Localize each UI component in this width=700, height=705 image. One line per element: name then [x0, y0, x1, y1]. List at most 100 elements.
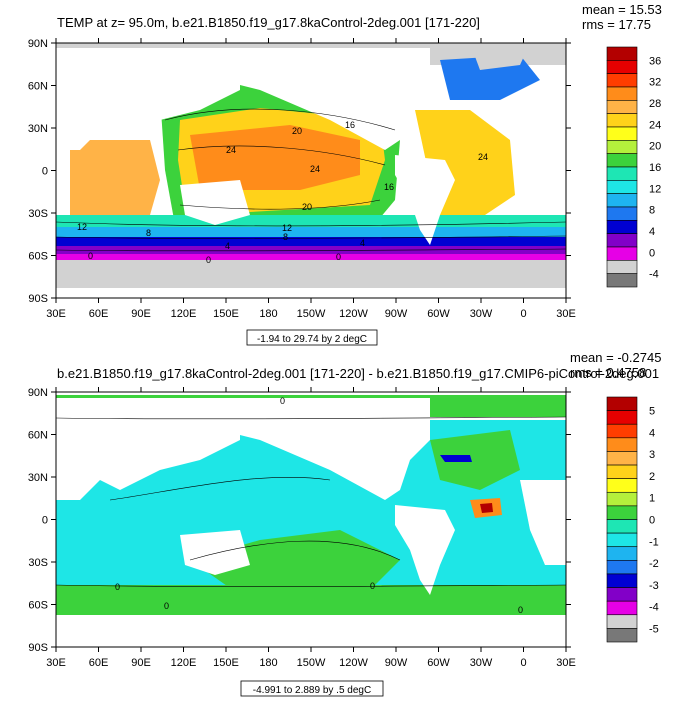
contour-label: 24 — [478, 152, 488, 162]
lat-label: 90N — [28, 38, 48, 50]
colorbar-swatch — [606, 519, 638, 534]
colorbar-swatch — [606, 628, 638, 643]
africa-south-land — [520, 480, 566, 565]
lat-label: 90N — [28, 387, 48, 399]
range-box-top: -1.94 to 29.74 by 2 degC — [246, 329, 378, 346]
colorbar-swatch — [606, 532, 638, 548]
colorbar-swatch — [606, 587, 638, 602]
colorbar-swatch — [606, 260, 638, 274]
lat-label: 60N — [28, 81, 48, 93]
colorbar-swatch — [606, 60, 638, 74]
lon-label: 90E — [131, 308, 151, 320]
lon-label: 0 — [520, 657, 526, 669]
north-america-land — [240, 48, 430, 150]
lat-label: 60N — [28, 430, 48, 442]
contour-label: 0 — [115, 582, 120, 592]
north-america-land — [240, 398, 430, 500]
lon-label: 120W — [339, 308, 368, 320]
contour-line — [109, 476, 331, 501]
range-label-top: -1.94 to 29.74 by 2 degC — [257, 334, 367, 345]
contour-label: 0 — [164, 601, 169, 611]
atlantic-warm-core — [480, 503, 493, 513]
contours-top — [56, 108, 566, 252]
colorbar-swatch — [606, 600, 638, 616]
colorbar-swatch — [606, 100, 638, 114]
panel-top: TEMP at z= 95.0m, b.e21.B1850.f19_g17.8k… — [28, 2, 662, 346]
colorbar-swatch — [606, 273, 638, 288]
colorbar-label: 2 — [649, 471, 655, 483]
south-america-land — [395, 155, 455, 245]
lon-label: 60W — [427, 657, 450, 669]
asia-land — [100, 398, 240, 490]
contour-label: 24 — [310, 164, 320, 174]
colorbar-label: -1 — [649, 536, 659, 548]
antarctica-land — [56, 615, 566, 647]
southern-ocean-band-3 — [56, 237, 566, 246]
contour-labels-bottom: 0 0 0 0 0 — [115, 396, 523, 615]
contour-line — [56, 584, 566, 587]
colorbar-swatch — [606, 166, 638, 181]
colorbar-label: 28 — [649, 98, 661, 110]
contour-line — [177, 145, 386, 166]
lat-label: 0 — [42, 515, 48, 527]
colorbar-label: 0 — [649, 247, 655, 259]
colorbar-swatch — [606, 451, 638, 466]
contour-label: 8 — [283, 232, 288, 242]
contour-label: 0 — [280, 396, 285, 406]
colorbar-label: 4 — [649, 226, 655, 238]
colorbar-label: 4 — [649, 427, 655, 439]
lon-label: 180 — [259, 657, 277, 669]
contour-label: 20 — [302, 202, 312, 212]
colorbar-swatch — [606, 505, 638, 520]
contour-line — [179, 199, 381, 210]
lat-label: 30N — [28, 472, 48, 484]
lon-label: 90W — [385, 308, 408, 320]
southern-ocean-band-2 — [56, 227, 566, 237]
lon-label: 120E — [171, 308, 197, 320]
lat-label: 90S — [28, 293, 48, 305]
colorbar-swatch — [606, 180, 638, 194]
greenland-land — [470, 43, 530, 70]
lon-label: 120W — [339, 657, 368, 669]
southern-ocean-band-1 — [56, 215, 566, 227]
australia-land — [180, 180, 250, 225]
colorbar-swatch — [606, 140, 638, 154]
colorbar-swatch — [606, 153, 638, 168]
lat-label: 30S — [28, 208, 48, 220]
indian-ocean-field — [70, 140, 160, 215]
contour-line — [56, 235, 566, 239]
lat-label: 90S — [28, 642, 48, 654]
colorbar-swatch — [606, 46, 638, 61]
map-top — [56, 43, 566, 298]
north-atlantic-cold — [440, 55, 540, 100]
lon-label: 30E — [556, 657, 576, 669]
panel-bottom-mean: mean = -0.2745 — [570, 350, 661, 365]
lon-label: 60W — [427, 308, 450, 320]
lon-label: 150E — [213, 657, 239, 669]
colorbar-swatch — [606, 73, 638, 88]
panel-top-title: TEMP at z= 95.0m, b.e21.B1850.f19_g17.8k… — [57, 15, 480, 30]
lon-label: 150W — [297, 657, 326, 669]
lon-label: 90E — [131, 657, 151, 669]
axes-bottom: 90N 60N 30N 0 30S 60S 90S 30E 60E 90E 120E 150E 180 1… — [28, 387, 576, 669]
lon-label: 90W — [385, 657, 408, 669]
colorbar-swatch — [606, 560, 638, 575]
contour-label: 12 — [77, 222, 87, 232]
colorbar-label: 32 — [649, 77, 661, 89]
colorbar-swatch — [606, 423, 638, 439]
colorbar-swatch — [606, 113, 638, 128]
colorbar-label: 16 — [649, 162, 661, 174]
contour-label: 0 — [518, 605, 523, 615]
asia-land — [100, 48, 240, 140]
colorbar-swatch — [606, 246, 638, 261]
colorbar-label: 1 — [649, 493, 655, 505]
contour-line — [56, 248, 566, 252]
lon-label: 0 — [520, 308, 526, 320]
contour-label: 12 — [282, 223, 292, 233]
colorbar-swatch — [606, 464, 638, 479]
contour-label: 16 — [345, 120, 355, 130]
contour-line — [56, 416, 566, 420]
north-atlantic-anomaly — [430, 430, 520, 490]
colorbar-swatch — [606, 491, 638, 507]
lat-label: 30N — [28, 123, 48, 135]
